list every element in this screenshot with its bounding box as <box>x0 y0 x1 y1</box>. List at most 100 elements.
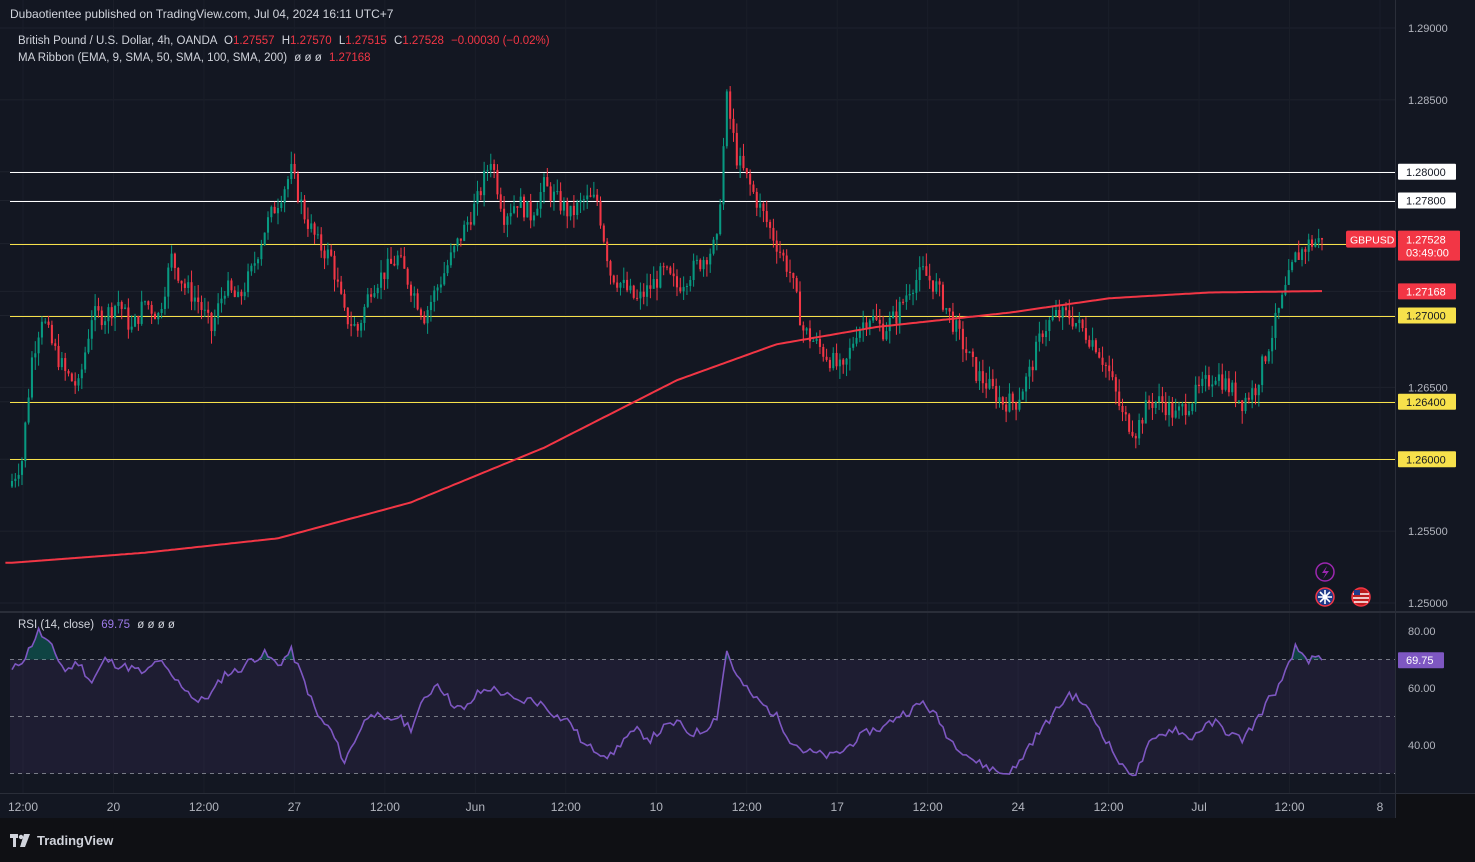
candle-body <box>665 266 669 268</box>
candle-body <box>64 358 67 371</box>
last-price-tag[interactable] <box>1398 230 1460 261</box>
candle-body <box>386 258 389 280</box>
time-tick-label: 12:00 <box>189 800 219 814</box>
candle-body <box>582 199 585 201</box>
candle-body <box>1091 340 1094 347</box>
candle-body <box>47 321 50 325</box>
symbol-description[interactable]: British Pound / U.S. Dollar, 4h, OANDA <box>18 35 217 47</box>
ma-value: 1.27168 <box>328 52 371 64</box>
candle-body <box>921 266 925 268</box>
candle-body <box>689 280 692 286</box>
candle-body <box>170 253 173 268</box>
candle-body <box>1084 328 1087 340</box>
candle-body <box>802 325 805 331</box>
candle-body <box>306 219 309 229</box>
candle-body <box>353 323 356 326</box>
candle-body <box>310 223 313 229</box>
level-price-tag[interactable] <box>1398 283 1456 300</box>
candle-body <box>1018 399 1021 410</box>
candle-body <box>825 356 828 360</box>
candle-body <box>898 301 901 324</box>
candle-body <box>685 285 688 287</box>
candle-body <box>253 263 256 266</box>
level-price-tag[interactable] <box>1398 163 1456 180</box>
candle-body <box>739 155 742 166</box>
candle-body <box>1320 238 1324 240</box>
candle-body <box>94 306 97 321</box>
tradingview-brand[interactable]: TradingView <box>10 833 113 848</box>
lightning-icon[interactable] <box>1315 562 1335 582</box>
candle-body <box>655 279 659 288</box>
candle-body <box>1101 357 1104 365</box>
rsi-legend: RSI (14, close) 69.75 ø ø ø ø <box>18 619 175 631</box>
candle-body <box>1054 309 1058 316</box>
price-tick-label: 1.26500 <box>1408 382 1448 394</box>
candle-body <box>818 338 821 347</box>
candle-body <box>17 474 20 479</box>
candle-body <box>40 321 43 338</box>
candle-body <box>449 252 452 266</box>
candle-body <box>1158 396 1161 403</box>
candle-body <box>419 309 422 316</box>
candle-body <box>735 132 738 166</box>
price-axis[interactable]: 1.29000 1.28500 1.26500 1.25500 1.25000 <box>1408 23 1448 610</box>
rsi-pane-background <box>0 613 1395 793</box>
candle-body <box>878 319 881 324</box>
candle-body <box>326 249 329 259</box>
candle-body <box>237 291 240 297</box>
candle-body <box>915 280 918 293</box>
candle-body <box>1071 318 1074 327</box>
candle-body <box>74 381 77 386</box>
candle-body <box>77 378 80 386</box>
candle-body <box>506 216 509 225</box>
candle-body <box>566 201 569 217</box>
candle-body <box>356 323 359 331</box>
candle-body <box>396 255 399 266</box>
level-price-tag[interactable] <box>1398 307 1456 324</box>
candle-body <box>759 203 762 208</box>
candle-body <box>1287 270 1290 285</box>
level-price-tag-text: 1.26000 <box>1406 454 1446 466</box>
uk-flag-cross <box>1318 590 1332 604</box>
candle-body <box>453 246 456 253</box>
candle-body <box>1154 402 1157 408</box>
candle-body <box>493 164 496 170</box>
candle-body <box>788 271 792 273</box>
candle-body <box>406 268 409 285</box>
candle-body <box>24 422 27 462</box>
candle-body <box>469 222 472 225</box>
candle-body <box>1121 405 1124 413</box>
time-axis[interactable]: 12:00 20 12:00 27 12:00 Jun 12:00 10 12:00 17 12:0… <box>8 800 1384 814</box>
candle-body <box>157 313 160 320</box>
candle-body <box>240 291 243 297</box>
candle-body <box>1111 371 1114 378</box>
ma-indicator-name[interactable]: MA Ribbon (EMA, 9, SMA, 50, SMA, 100, SM… <box>18 52 288 64</box>
candle-body <box>183 283 186 288</box>
candle-body <box>1124 412 1127 415</box>
candle-body <box>609 261 612 276</box>
candle-body <box>968 351 971 353</box>
candle-body <box>107 307 110 322</box>
event-icons[interactable] <box>1315 562 1371 607</box>
level-price-tag[interactable] <box>1398 451 1456 468</box>
candle-body <box>1184 404 1187 416</box>
candle-body <box>732 118 735 133</box>
candle-body <box>622 279 625 283</box>
candle-body <box>596 194 599 202</box>
time-axis-background <box>0 794 1395 818</box>
candle-body <box>542 177 546 193</box>
candle-body <box>1234 382 1237 402</box>
rsi-indicator-name[interactable]: RSI (14, close) <box>18 619 95 631</box>
candle-body <box>675 276 679 288</box>
rsi-value-tag[interactable] <box>1398 652 1444 669</box>
level-price-tag[interactable] <box>1398 393 1456 410</box>
time-tick-label: 27 <box>288 800 302 814</box>
time-tick-label: 12:00 <box>370 800 400 814</box>
candle-body <box>659 266 662 288</box>
symbol-tag[interactable] <box>1346 230 1396 248</box>
candle-body <box>729 91 732 119</box>
candle-body <box>150 304 153 314</box>
rsi-axis[interactable]: 80.00 60.00 40.00 <box>1408 626 1436 752</box>
level-price-tag[interactable] <box>1398 192 1456 209</box>
